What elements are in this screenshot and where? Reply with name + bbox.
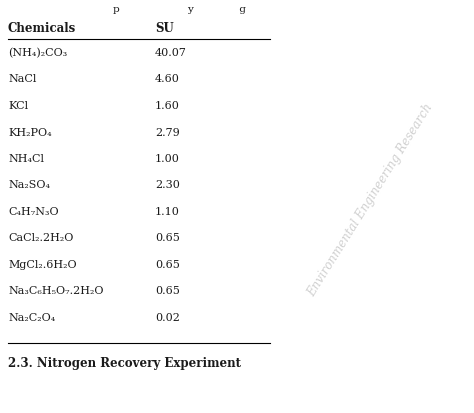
- Text: SU: SU: [155, 22, 174, 35]
- Text: 0.65: 0.65: [155, 233, 180, 243]
- Text: KH₂PO₄: KH₂PO₄: [8, 127, 52, 137]
- Text: 2.3. Nitrogen Recovery Experiment: 2.3. Nitrogen Recovery Experiment: [8, 357, 241, 370]
- Text: 1.00: 1.00: [155, 154, 180, 164]
- Text: C₄H₇N₃O: C₄H₇N₃O: [8, 206, 59, 216]
- Text: CaCl₂.2H₂O: CaCl₂.2H₂O: [8, 233, 73, 243]
- Text: 1.60: 1.60: [155, 101, 180, 111]
- Text: NaCl: NaCl: [8, 74, 36, 84]
- Text: 0.02: 0.02: [155, 312, 180, 322]
- Text: MgCl₂.6H₂O: MgCl₂.6H₂O: [8, 259, 77, 269]
- Text: Environmental Engineering Research: Environmental Engineering Research: [305, 101, 435, 298]
- Text: 0.65: 0.65: [155, 259, 180, 269]
- Text: Na₃C₆H₅O₇.2H₂O: Na₃C₆H₅O₇.2H₂O: [8, 286, 103, 296]
- Text: 1.10: 1.10: [155, 206, 180, 216]
- Text: 0.65: 0.65: [155, 286, 180, 296]
- Text: 2.79: 2.79: [155, 127, 180, 137]
- Text: 40.07: 40.07: [155, 48, 187, 58]
- Text: KCl: KCl: [8, 101, 28, 111]
- Text: p                     y              g: p y g: [113, 5, 246, 14]
- Text: 4.60: 4.60: [155, 74, 180, 84]
- Text: (NH₄)₂CO₃: (NH₄)₂CO₃: [8, 48, 67, 58]
- Text: Na₂SO₄: Na₂SO₄: [8, 180, 50, 190]
- Text: Na₂C₂O₄: Na₂C₂O₄: [8, 312, 55, 322]
- Text: Chemicals: Chemicals: [8, 22, 76, 35]
- Text: 2.30: 2.30: [155, 180, 180, 190]
- Text: NH₄Cl: NH₄Cl: [8, 154, 44, 164]
